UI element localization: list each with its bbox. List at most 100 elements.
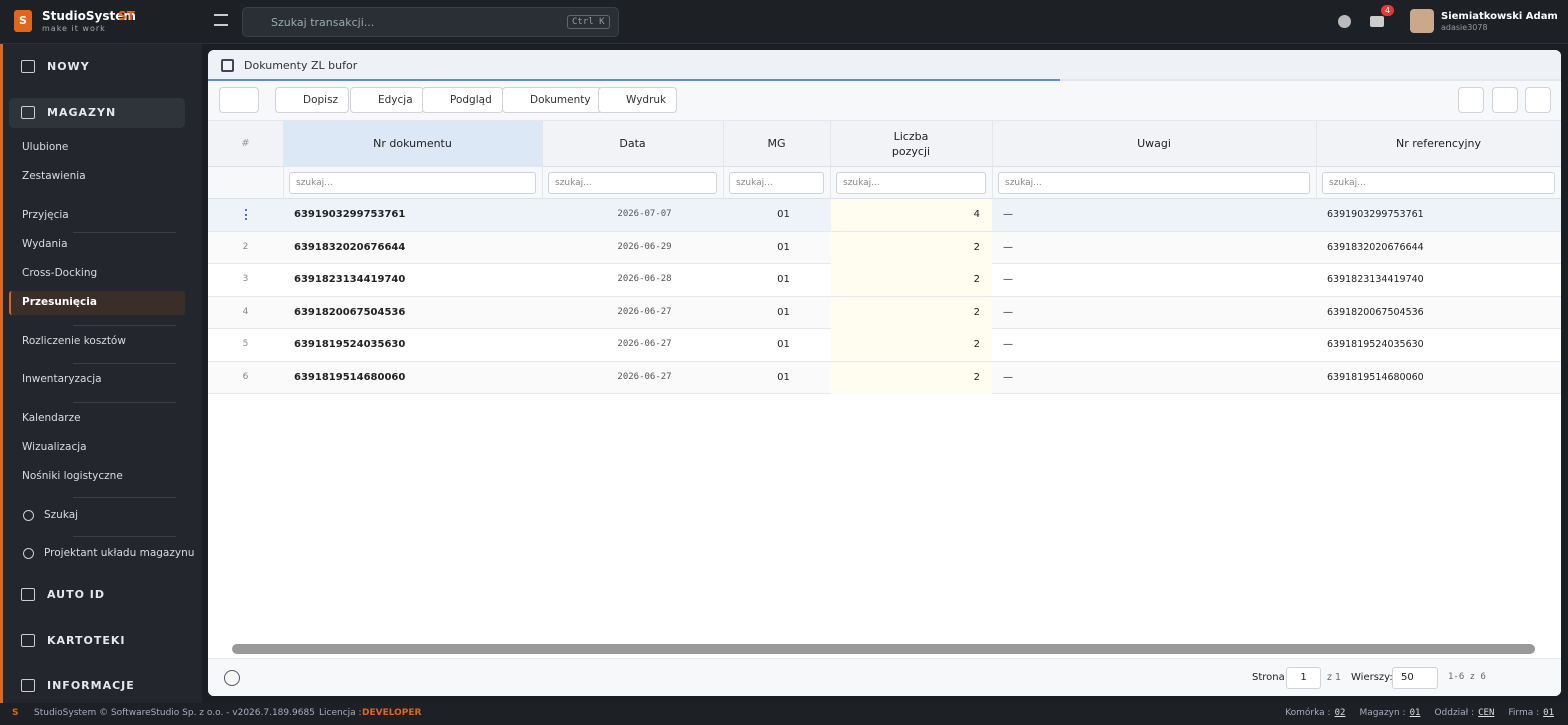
chart-button[interactable] [1458,87,1484,113]
menu-item[interactable]: Wizualizacja [22,441,87,453]
toolbar-button[interactable]: Dopisz [275,87,350,113]
context-label: Firma : [1508,708,1540,718]
row-menu[interactable] [245,209,247,220]
user-login: adasie3078 [1441,23,1488,32]
scrollbar[interactable] [232,644,1535,654]
table-cell: 2026-06-27 [617,306,672,317]
context-item: Magazyn :01 [1359,708,1420,718]
page-input[interactable]: 1 [1286,667,1321,689]
menu-tool[interactable]: Projektant układu magazynu [44,547,195,559]
table-cell: 6391819524035630 [1327,339,1424,350]
menu-divider [73,232,176,233]
menu-toggle[interactable] [214,14,228,26]
search-box[interactable]: Szukaj transakcji... Ctrl K [242,7,619,37]
menu-item[interactable]: Przyjęcia [22,209,69,221]
table-cell: 6391820067504536 [294,306,406,318]
column-header[interactable]: Uwagi [1137,137,1171,150]
filter-input[interactable]: szukaj... [1322,172,1555,194]
column-header[interactable]: Data [619,137,646,150]
info-button[interactable] [224,670,240,686]
page-label: Strona [1252,672,1285,683]
filter-input[interactable]: szukaj... [548,172,717,194]
menu-section[interactable]: KARTOTEKI [47,634,126,647]
progress [208,79,1060,81]
menu-item[interactable]: Przesunięcia [22,296,97,308]
breadcrumb: Dokumenty ZL bufor [244,59,358,72]
table-cell: 5 [242,339,249,349]
menu-divider [73,363,176,364]
menu-section[interactable]: NOWY [47,60,90,73]
menu-item[interactable]: Ulubione [22,141,69,153]
count-cell-bg [831,231,992,264]
menu-item[interactable]: Cross-Docking [22,267,98,279]
home-icon[interactable] [221,59,234,72]
table-cell: 6391823134419740 [1327,274,1424,285]
column-header[interactable]: MG [767,137,786,150]
menu-section[interactable]: MAGAZYN [47,106,117,119]
tool-icon [23,510,34,521]
table-cell: 01 [777,339,790,350]
menu-button[interactable] [219,87,259,113]
table-cell: 2026-06-29 [617,241,672,252]
copyright: StudioSystem © SoftwareStudio Sp. z o.o.… [34,708,315,718]
context-value[interactable]: 01 [1409,708,1421,718]
menu-section[interactable]: INFORMACJE [47,679,135,692]
range: 1-6 z 6 [1448,672,1486,682]
menu-item[interactable]: Nośniki logistyczne [22,470,123,482]
table-cell: 2026-07-07 [617,209,672,219]
brand: StudioSystem [42,9,136,23]
shortcut: Ctrl K [567,15,610,29]
avatar[interactable] [1410,9,1434,33]
table-cell: 2 [973,371,980,383]
context-value[interactable]: 01 [1543,708,1554,718]
toolbar-button[interactable]: Edycja [350,87,424,113]
menu-icon [21,679,35,692]
table-cell: 01 [777,371,790,383]
table-cell: 2026-06-27 [617,371,672,382]
active-highlight [9,291,185,315]
menu-item[interactable]: Zestawienia [22,170,86,182]
column-header[interactable]: # [241,138,250,149]
column-header[interactable]: Liczba pozycji [891,130,931,158]
menu-item[interactable]: Wydania [22,238,68,250]
context-value[interactable]: CEN [1478,708,1495,718]
sidebar: NOWY MAGAZYN Ulubione Zestawienia Przyjęcia W… [0,44,202,703]
column-header[interactable]: Nr dokumentu [373,137,452,150]
mail-icon[interactable] [1370,16,1384,27]
info-icon[interactable] [1338,15,1351,28]
menu-item[interactable]: Inwentaryzacja [22,373,102,385]
page-total: z 1 [1327,672,1342,683]
toolbar-button[interactable]: Podgląd [422,87,503,113]
logo[interactable]: S [14,10,32,32]
table-cell: — [1003,339,1013,350]
filter-input[interactable]: szukaj... [729,172,824,194]
toolbar-button[interactable]: Dokumenty [502,87,602,113]
menu-tool[interactable]: Szukaj [44,509,79,521]
table-cell: 6391903299753761 [294,209,406,220]
filter-input[interactable]: szukaj... [998,172,1310,194]
menu-item[interactable]: Rozliczenie kosztów [22,335,126,347]
count-cell-bg [831,264,992,296]
context-value[interactable]: 02 [1334,708,1346,718]
table-cell: 6391819514680060 [1327,371,1424,383]
user-name: Siemiatkowski Adam [1441,11,1558,22]
table-cell: 01 [777,306,790,318]
table-cell: 2 [973,241,980,253]
columns-button[interactable] [1492,87,1518,113]
save-button[interactable] [1525,87,1551,113]
menu-item[interactable]: Kalendarze [22,412,81,424]
breadcrumb-bar: Dokumenty ZL bufor [208,50,1561,81]
count-cell-bg [831,329,992,361]
table-cell: 6391903299753761 [1327,209,1424,220]
menu-section[interactable]: AUTO ID [47,588,106,601]
top-bar: S StudioSystem ST make it work Szukaj tr… [0,0,1568,44]
rows-input[interactable]: 50 [1392,667,1438,689]
tool-icon [23,548,34,559]
menu-divider [73,325,176,326]
count-cell-bg [831,296,992,329]
table-cell: — [1003,209,1013,220]
filter-input[interactable]: szukaj... [289,172,536,194]
column-header[interactable]: Nr referencyjny [1395,137,1482,150]
filter-input[interactable]: szukaj... [836,172,986,194]
toolbar-button[interactable]: Wydruk [598,87,678,113]
